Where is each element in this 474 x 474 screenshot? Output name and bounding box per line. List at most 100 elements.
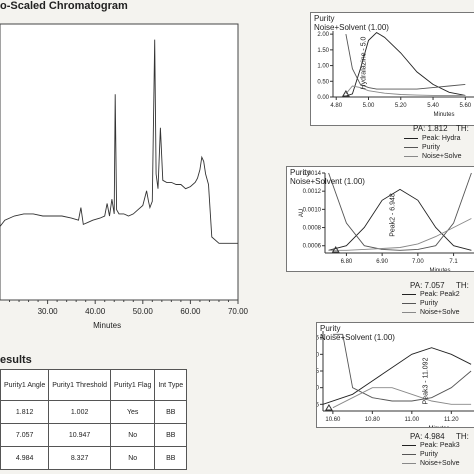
chromatogram-trace [0,39,238,244]
peak-start-marker-icon [325,404,333,411]
legend-text: Purity [420,300,438,307]
x-tick-label: 6.80 [341,259,353,265]
cell-int-type: BB [154,400,188,424]
legend-text: Noise+Solve [420,309,460,316]
purity-panel-3: 0.000550.000500.000450.000400.0003510.60… [297,322,474,432]
x-tick-label: 50.00 [133,307,154,316]
results-header-row: Purity1 Angle Purity1 Threshold Purity1 … [0,369,188,401]
th-label-1: TH: [456,124,469,133]
pa-value-3: PA: 4.984 [410,432,445,441]
legend-item-noise: Noise+Solve [404,152,462,161]
peak-start-marker-icon [342,90,350,97]
legend-item-noise: Noise+Solve [402,308,460,317]
chromatogram-title: o-Scaled Chromatogram [0,0,128,12]
legend-1: Peak: Hydra Purity Noise+Solve [404,134,462,161]
legend-text: Peak: Peak3 [420,442,460,449]
series-purity-line [332,333,472,402]
table-row: 1.812 1.002 Yes BB [0,400,188,424]
legend-text: Purity [422,144,440,151]
cell-int-type: BB [154,423,188,447]
noise-solvent-legend-label: Noise+Solvent (1.00) [320,333,395,342]
legend-item-peak: Peak: Peak2 [402,290,460,299]
x-tick-label: 6.90 [376,259,388,265]
header-threshold: Purity1 Threshold [48,369,111,401]
purity-panel-2: 0.0014 0.0012 0.0010 0.0008 0.0006 6.80 6.90 7.… [286,166,474,274]
cell-flag: No [109,423,156,447]
cell-int-type: BB [154,446,188,470]
x-tick-label: 40.00 [85,307,106,316]
x-tick-label: 7.00 [412,259,424,265]
purity-legend-label: Purity [314,14,335,23]
cell-flag: Yes [109,400,156,424]
x-tick-label: 30.00 [38,307,59,316]
y-tick-label: 0.00040 [317,386,320,392]
y-tick-label: 0.0006 [303,244,322,250]
series-noise-solvent-line [332,387,472,409]
y-tick-label: 2.00 [317,32,329,38]
header-flag: Purity1 Flag [109,369,156,401]
y-tick-label: 0.00 [317,95,329,101]
legend-item-peak: Peak: Peak3 [402,441,460,450]
legend-item-purity: Purity [402,450,460,459]
noise-solvent-legend-label: Noise+Solvent (1.00) [290,177,365,186]
legend-swatch [402,293,416,295]
legend-text: Peak: Hydra [422,135,461,142]
x-axis-label: Minutes [428,426,449,427]
legend-text: Noise+Solve [422,153,462,160]
x-axis-label: Minutes [429,268,450,271]
x-tick-label: 10.60 [325,417,341,423]
legend-swatch [402,462,416,464]
cell-angle: 7.057 [0,423,50,447]
y-tick-label: 0.0014 [303,171,322,177]
legend-swatch [402,311,416,313]
header-int-type: Int Type [154,369,188,401]
results-title: esults [0,354,32,366]
y-tick-label: 0.00050 [317,352,320,358]
cell-threshold: 1.002 [48,400,111,424]
x-tick-label: 11.00 [405,417,420,423]
plot-frame [0,23,239,301]
y-tick-label: 0.00035 [317,402,320,408]
header-angle: Purity1 Angle [0,369,50,401]
series-peak-line [328,188,472,251]
legend-swatch [402,453,416,455]
series-noise-solvent-line [345,85,466,96]
series-noise-solvent-line [328,218,472,251]
purity-legend-label: Purity [290,168,311,177]
legend-text: Peak: Peak2 [420,291,460,298]
legend-swatch [404,155,418,157]
purity-plot-1: 2.00 1.50 1.00 0.50 0.004.80 5.00 5.20 5.40 5.60… [307,31,474,118]
peak-label: Peak3 - 11.092 [423,357,430,404]
cell-threshold: 10.947 [48,423,111,447]
y-axis-label: AU [299,209,305,217]
table-row: 4.984 8.327 No BB [0,446,188,470]
legend-swatch [402,444,416,446]
pa-value-2: PA: 7.057 [410,281,445,290]
y-tick-label: 1.00 [317,64,329,70]
x-tick-label: 60.00 [180,307,201,316]
y-tick-label: 0.00045 [317,369,320,375]
x-tick-label: 5.00 [363,103,375,109]
cell-angle: 4.984 [0,446,50,470]
x-tick-label: 5.40 [427,103,439,109]
x-axis-label: Minutes [433,112,454,118]
peak-label: Hydralazine - 5.0 [360,36,367,89]
x-tick-label: 10.80 [365,417,381,423]
series-purity-line [345,34,466,90]
legend-text: Noise+Solve [420,460,460,467]
y-tick-label: 0.0008 [303,226,322,232]
series-peak-line [322,347,472,405]
y-tick-label: 0.0010 [303,207,322,213]
x-tick-label: 4.80 [330,103,342,109]
main-chromatogram-chart: 30.00 40.00 50.00 60.00 70.00 Minutes [0,23,249,330]
cell-threshold: 8.327 [48,446,111,470]
y-tick-label: 0.0012 [303,189,322,195]
legend-swatch [402,302,416,304]
legend-item-purity: Purity [404,143,462,152]
legend-2: Peak: Peak2 Purity Noise+Solve [402,290,460,317]
x-tick-label: 11.20 [444,417,459,423]
legend-swatch [404,137,418,139]
x-tick-label: 5.60 [459,103,471,109]
legend-swatch [404,146,418,148]
x-tick-label: 5.20 [395,103,407,109]
